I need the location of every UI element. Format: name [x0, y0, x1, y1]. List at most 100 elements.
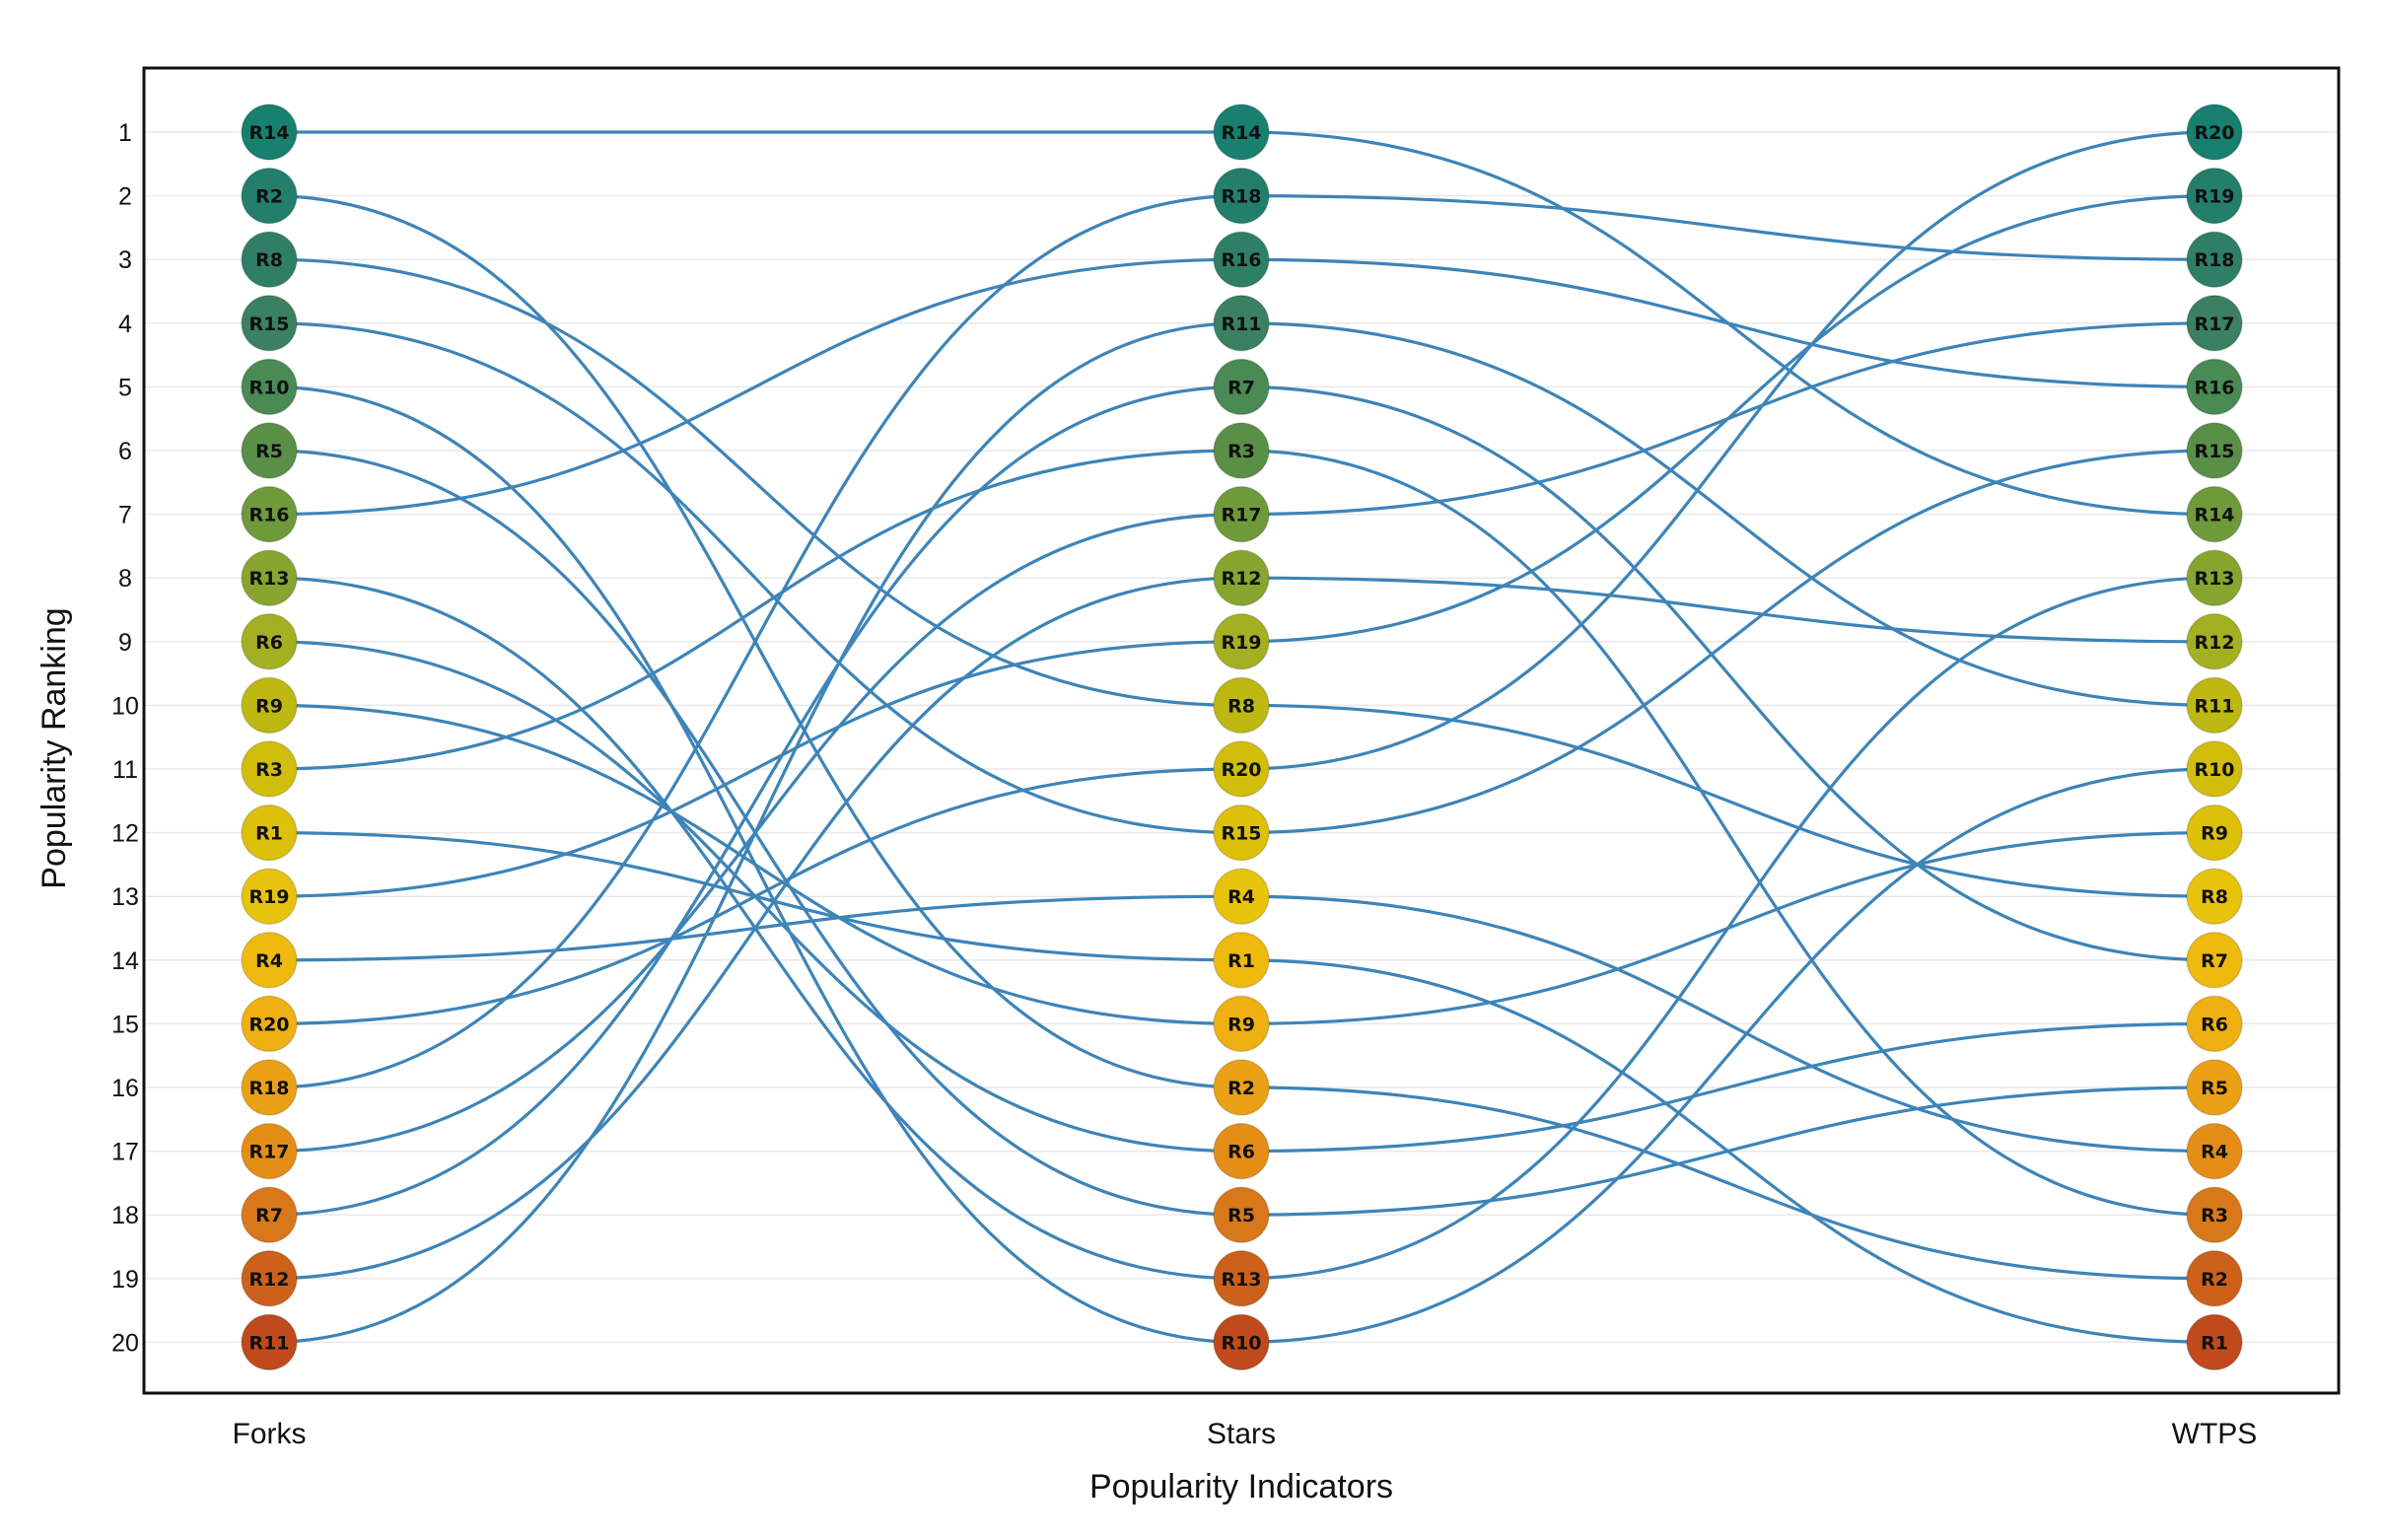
node-label: R12 [248, 1269, 289, 1291]
node-label: R1 [255, 823, 283, 845]
series-link-r8 [1240, 703, 2215, 898]
y-tick-label: 4 [118, 311, 132, 338]
y-tick-label: 14 [111, 947, 139, 975]
node-wtps-r7 [2186, 932, 2243, 989]
series-link-r10 [1240, 767, 2215, 1344]
node-wtps-r2 [2186, 1250, 2243, 1307]
node-stars-r10 [1213, 1313, 1270, 1371]
node-forks-r14 [241, 104, 298, 161]
node-wtps-r3 [2186, 1186, 2243, 1243]
node-wtps-r1 [2186, 1313, 2243, 1371]
node-label: R8 [1228, 695, 1255, 717]
node-forks-r1 [241, 804, 298, 862]
node-forks-r19 [241, 868, 298, 925]
y-tick-label: 11 [112, 756, 138, 784]
node-label: R3 [255, 759, 283, 781]
node-label: R15 [1221, 823, 1261, 845]
node-wtps-r9 [2186, 804, 2243, 862]
node-forks-r12 [241, 1250, 298, 1307]
series-link-r12 [268, 576, 1242, 1281]
series-link-r20 [268, 767, 1242, 1025]
series-link-r18 [268, 194, 1242, 1089]
node-stars-r4 [1213, 868, 1270, 925]
node-wtps-r18 [2186, 231, 2243, 288]
node-wtps-r13 [2186, 549, 2243, 606]
node-label: R17 [2194, 314, 2234, 335]
node-label: R5 [1228, 1205, 1255, 1226]
node-label: R4 [2201, 1142, 2228, 1163]
y-tick-label: 18 [111, 1202, 139, 1229]
node-forks-r3 [241, 740, 298, 798]
node-label: R9 [2201, 823, 2228, 845]
y-tick-label: 12 [111, 820, 139, 848]
node-layer: R14 R2 R8 R15 R10 R5 R16 R13 R6 R9 R3 R1 R19 R4 R20 R18… [241, 104, 2243, 1371]
x-tick-label: Forks [233, 1418, 307, 1450]
node-forks-r8 [241, 231, 298, 288]
node-stars-r8 [1213, 676, 1270, 735]
node-wtps-r19 [2186, 167, 2243, 225]
node-label: R16 [2194, 377, 2234, 398]
node-label: R5 [255, 441, 283, 462]
node-label: R7 [1228, 377, 1255, 398]
node-label: R11 [1221, 314, 1261, 335]
node-label: R13 [1221, 1269, 1261, 1291]
node-label: R3 [1228, 441, 1255, 462]
node-label: R2 [1228, 1078, 1255, 1099]
node-stars-r5 [1213, 1186, 1270, 1243]
node-wtps-r15 [2186, 422, 2243, 479]
node-label: R7 [2201, 950, 2228, 972]
node-label: R19 [2194, 186, 2234, 208]
series-link-r19 [268, 640, 1242, 898]
node-label: R2 [255, 186, 283, 208]
node-wtps-r16 [2186, 358, 2243, 416]
node-stars-r11 [1213, 295, 1270, 352]
node-label: R18 [1221, 186, 1261, 208]
series-link-r8 [268, 257, 1242, 707]
node-label: R12 [2194, 632, 2234, 654]
node-label: R13 [248, 568, 289, 590]
node-label: R18 [248, 1078, 289, 1099]
node-label: R15 [248, 314, 289, 335]
node-stars-r14 [1213, 104, 1270, 161]
node-stars-r13 [1213, 1250, 1270, 1307]
x-axis-title: Popularity Indicators [1089, 1468, 1393, 1505]
node-label: R5 [2201, 1078, 2228, 1099]
node-label: R1 [2201, 1332, 2228, 1354]
node-forks-r9 [241, 676, 298, 735]
node-label: R10 [248, 377, 289, 398]
node-label: R15 [2194, 441, 2234, 462]
series-link-r5 [1240, 1085, 2215, 1217]
node-wtps-r5 [2186, 1059, 2243, 1116]
node-stars-r6 [1213, 1122, 1270, 1180]
series-link-r11 [268, 321, 1242, 1344]
node-stars-r15 [1213, 804, 1270, 862]
node-wtps-r10 [2186, 740, 2243, 798]
node-stars-r17 [1213, 485, 1270, 543]
series-link-r3 [1240, 449, 2215, 1217]
series-link-r3 [268, 449, 1242, 771]
node-wtps-r8 [2186, 868, 2243, 925]
node-label: R10 [2194, 759, 2234, 781]
node-forks-r16 [241, 485, 298, 543]
node-label: R6 [255, 632, 283, 654]
link-layer [268, 130, 2215, 1344]
node-label: R10 [1221, 1332, 1261, 1354]
series-link-r15 [1240, 449, 2215, 835]
node-label: R20 [2194, 122, 2234, 144]
node-stars-r18 [1213, 167, 1270, 225]
node-forks-r15 [241, 295, 298, 352]
y-tick-label: 6 [118, 438, 132, 465]
node-forks-r13 [241, 549, 298, 606]
node-forks-r2 [241, 167, 298, 225]
series-link-r7 [268, 385, 1242, 1217]
y-tick-label: 17 [111, 1139, 139, 1166]
series-link-r2 [1240, 1085, 2215, 1281]
node-label: R2 [2201, 1269, 2228, 1291]
node-label: R17 [248, 1142, 289, 1163]
node-label: R8 [255, 249, 283, 271]
y-tick-label: 2 [118, 183, 132, 211]
series-link-r6 [1240, 1021, 2215, 1154]
y-tick-label: 7 [118, 502, 132, 529]
